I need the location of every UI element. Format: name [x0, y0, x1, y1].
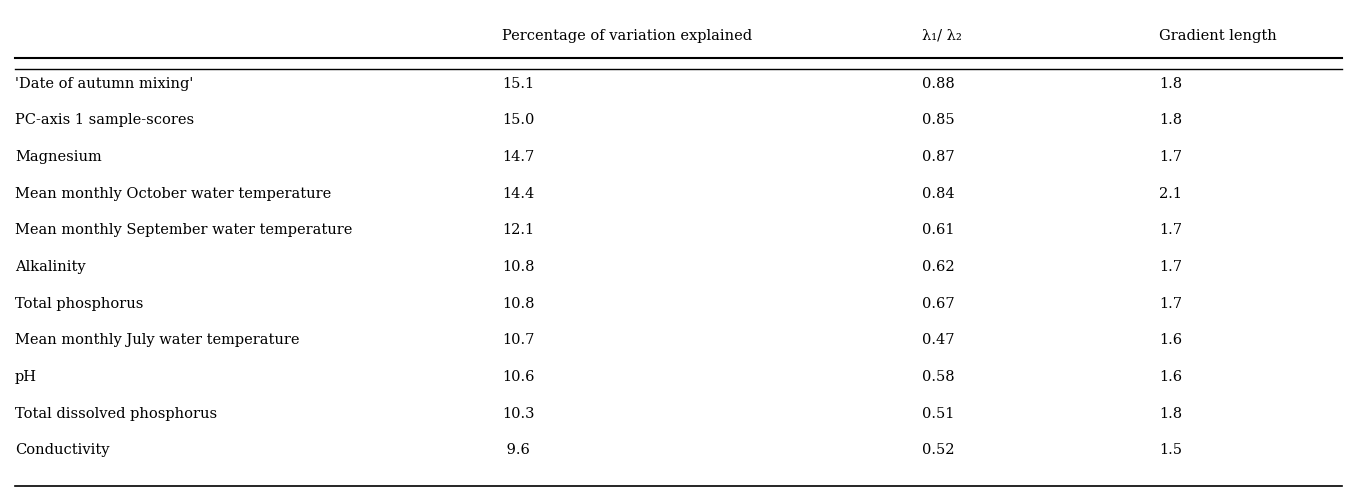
Text: 10.6: 10.6	[502, 370, 535, 384]
Text: 10.7: 10.7	[502, 334, 535, 347]
Text: 14.4: 14.4	[502, 186, 535, 201]
Text: 15.0: 15.0	[502, 113, 535, 127]
Text: 2.1: 2.1	[1159, 186, 1182, 201]
Text: 'Date of autumn mixing': 'Date of autumn mixing'	[15, 77, 193, 91]
Text: 10.3: 10.3	[502, 407, 535, 421]
Text: 0.87: 0.87	[923, 150, 955, 164]
Text: 0.84: 0.84	[923, 186, 955, 201]
Text: Total dissolved phosphorus: Total dissolved phosphorus	[15, 407, 217, 421]
Text: Conductivity: Conductivity	[15, 443, 110, 458]
Text: Gradient length: Gradient length	[1159, 29, 1277, 43]
Text: 1.8: 1.8	[1159, 77, 1182, 91]
Text: 0.61: 0.61	[923, 223, 955, 237]
Text: 1.5: 1.5	[1159, 443, 1182, 458]
Text: Total phosphorus: Total phosphorus	[15, 297, 144, 311]
Text: Alkalinity: Alkalinity	[15, 260, 85, 274]
Text: 0.62: 0.62	[923, 260, 955, 274]
Text: 10.8: 10.8	[502, 260, 535, 274]
Text: 0.85: 0.85	[923, 113, 955, 127]
Text: 1.7: 1.7	[1159, 260, 1182, 274]
Text: 1.6: 1.6	[1159, 334, 1182, 347]
Text: 0.51: 0.51	[923, 407, 954, 421]
Text: 0.52: 0.52	[923, 443, 955, 458]
Text: 1.8: 1.8	[1159, 407, 1182, 421]
Text: 1.7: 1.7	[1159, 297, 1182, 311]
Text: 9.6: 9.6	[502, 443, 531, 458]
Text: 14.7: 14.7	[502, 150, 535, 164]
Text: λ₁/ λ₂: λ₁/ λ₂	[923, 29, 962, 43]
Text: 15.1: 15.1	[502, 77, 535, 91]
Text: Mean monthly July water temperature: Mean monthly July water temperature	[15, 334, 300, 347]
Text: 1.8: 1.8	[1159, 113, 1182, 127]
Text: 12.1: 12.1	[502, 223, 535, 237]
Text: 1.6: 1.6	[1159, 370, 1182, 384]
Text: PC-axis 1 sample-scores: PC-axis 1 sample-scores	[15, 113, 194, 127]
Text: 10.8: 10.8	[502, 297, 535, 311]
Text: 1.7: 1.7	[1159, 150, 1182, 164]
Text: Percentage of variation explained: Percentage of variation explained	[502, 29, 753, 43]
Text: 0.88: 0.88	[923, 77, 955, 91]
Text: pH: pH	[15, 370, 37, 384]
Text: Mean monthly October water temperature: Mean monthly October water temperature	[15, 186, 331, 201]
Text: 0.58: 0.58	[923, 370, 955, 384]
Text: 0.67: 0.67	[923, 297, 955, 311]
Text: Magnesium: Magnesium	[15, 150, 102, 164]
Text: 1.7: 1.7	[1159, 223, 1182, 237]
Text: Mean monthly September water temperature: Mean monthly September water temperature	[15, 223, 353, 237]
Text: 0.47: 0.47	[923, 334, 955, 347]
